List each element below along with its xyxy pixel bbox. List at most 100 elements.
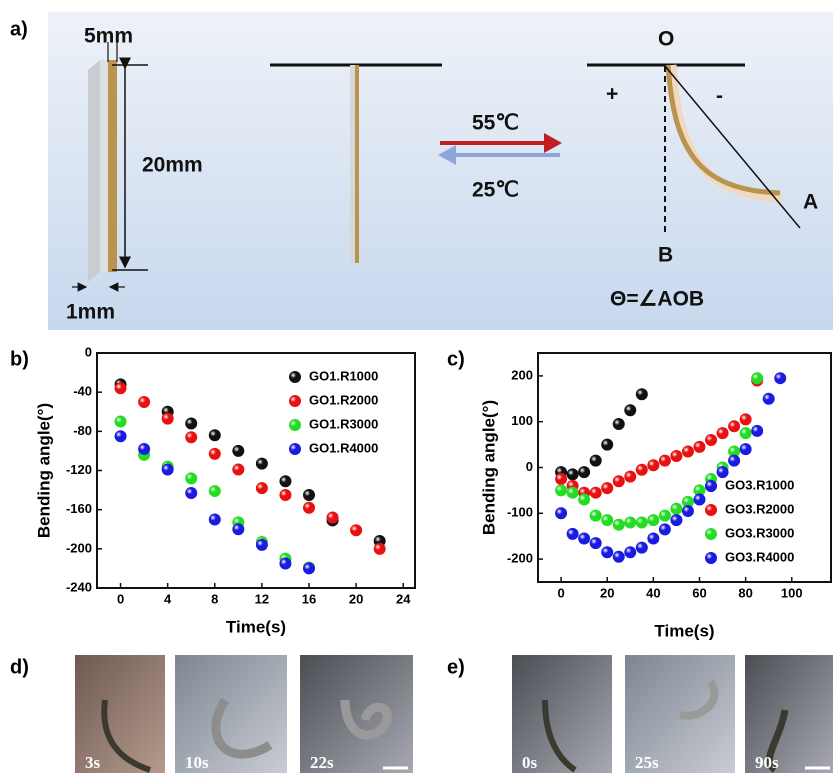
data-point [670,514,683,527]
data-point [647,532,660,545]
data-point [762,392,775,405]
data-point [670,450,683,463]
data-point [681,495,694,508]
data-point [647,459,660,472]
data-point [279,475,292,488]
legend-label: GO3.R3000 [725,525,794,540]
strip-face [100,60,108,272]
x-tick-label: 40 [646,585,660,600]
sign-label: - [716,85,723,108]
data-point [232,523,245,536]
panel-label: d) [10,656,29,678]
data-point [578,493,591,506]
data-point [373,542,386,555]
plot-frame [96,352,416,589]
data-point [681,445,694,458]
panel-label: a) [10,18,28,40]
data-point [739,443,752,456]
data-point [612,417,625,430]
data-point [739,427,752,440]
charts: 0 4 8 12 16 20 24 0 -40 -80 -120 -160 -200 -240 Time(s… [34,344,832,640]
panel-label: c) [447,348,465,370]
data-point [185,431,198,444]
photo [625,655,735,773]
x-tick-label: 8 [211,591,218,606]
legend-label: GO1.R2000 [309,392,378,407]
sign-label: + [606,83,618,106]
data-point [693,493,706,506]
legend-label: GO3.R2000 [725,501,794,516]
data-point [303,488,315,501]
cooling-arrowhead [438,145,456,165]
data-point [255,538,268,551]
length-label: 20mm [142,154,203,177]
point-label: O [658,28,674,51]
data-point [635,388,648,401]
data-point [728,420,741,433]
legend-label: GO1.R1000 [309,368,378,383]
data-point [303,562,315,575]
strip-gold [355,65,359,263]
data-point [255,457,268,470]
time-label: 25s [635,753,659,772]
data-point [739,413,752,426]
cooling-label: 25℃ [472,179,519,202]
panel-label: e) [447,656,465,678]
data-point [624,516,637,529]
data-point [589,509,602,522]
sample [679,679,719,720]
photo [512,655,612,773]
data-point [589,537,602,550]
width-label: 5mm [84,25,133,48]
data-point [279,488,292,501]
photo [745,655,833,773]
data-point [566,486,579,499]
data-point [624,404,637,417]
y-tick-label: 100 [511,413,533,428]
y-tick-label: -200 [66,540,92,555]
data-point [751,372,764,385]
data-point [114,430,127,443]
strip-face [350,65,355,263]
data-point [279,557,292,570]
x-axis-label: Time(s) [654,621,714,640]
data-point [624,470,637,483]
data-point [589,454,602,467]
data-point [658,454,671,467]
data-point [658,523,671,536]
legend-marker [289,443,301,455]
data-point [612,518,625,531]
legend-marker [705,504,717,516]
y-tick-label: 200 [511,367,533,382]
data-point [589,486,602,499]
data-point [232,463,245,476]
strip-side [88,60,100,282]
data-point [161,463,174,476]
x-axis-label: Time(s) [226,617,286,636]
data-point [601,514,614,527]
x-tick-label: 20 [600,585,614,600]
time-label: 10s [185,753,209,772]
data-point [566,527,579,540]
point-label: A [803,191,818,214]
sample [340,699,392,740]
data-point [138,395,151,408]
angle-line [664,65,801,229]
data-point [601,438,614,451]
data-point [578,466,591,479]
legend-marker [705,528,717,540]
y-tick-label: -200 [507,551,533,566]
y-tick-label: -80 [73,423,92,438]
y-axis-label: Bending angle(°) [34,403,53,538]
data-point [161,412,174,425]
data-point [555,484,568,497]
time-label: 90s [755,753,779,772]
time-label: 0s [522,753,538,772]
data-point [728,454,741,467]
data-point [208,513,221,526]
data-point [208,485,221,498]
x-tick-label: 0 [557,585,564,600]
sample [766,709,789,773]
data-point [601,482,614,495]
